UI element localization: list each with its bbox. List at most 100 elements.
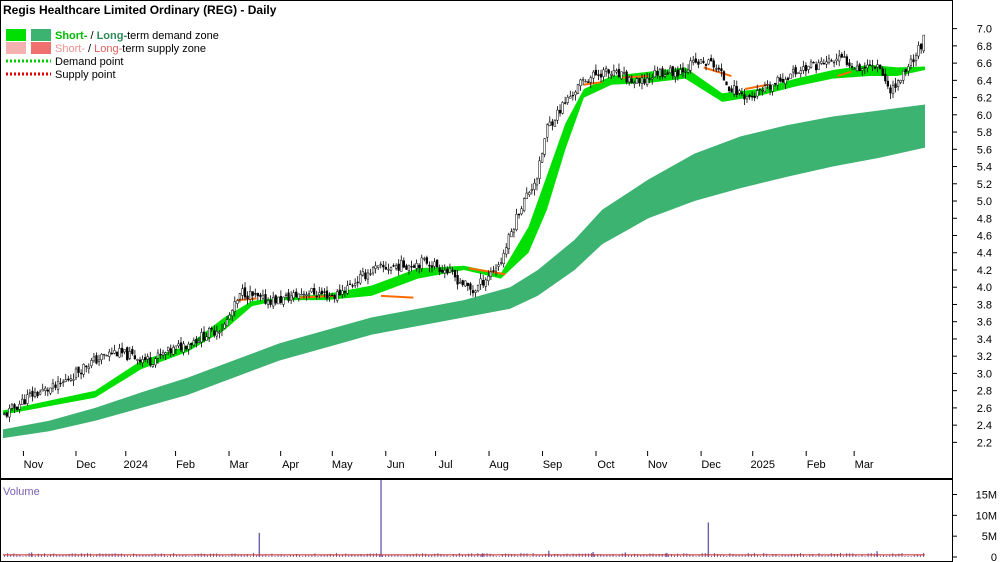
x-tick-label: Feb xyxy=(807,459,826,471)
candle xyxy=(346,280,349,295)
candle xyxy=(615,68,618,75)
y-tick-label: 6.8 xyxy=(977,41,992,53)
candle xyxy=(284,292,288,299)
candle xyxy=(871,59,874,71)
candle xyxy=(466,282,469,291)
candle xyxy=(827,54,831,65)
candle xyxy=(282,296,285,308)
candle xyxy=(3,412,6,416)
candle xyxy=(389,266,393,275)
candle xyxy=(220,323,224,337)
volume-tick-label: 15M xyxy=(976,490,997,502)
candle xyxy=(82,363,85,378)
y-tick-label: 3.6 xyxy=(977,317,992,329)
candle xyxy=(561,101,564,115)
candle xyxy=(343,286,347,297)
candle xyxy=(789,73,792,79)
candle xyxy=(218,330,221,339)
candle xyxy=(697,59,700,69)
candle xyxy=(866,59,869,73)
x-tick-label: Jun xyxy=(387,459,405,471)
candle xyxy=(394,263,398,271)
candle xyxy=(85,365,88,373)
candle xyxy=(95,352,98,365)
candle xyxy=(643,74,646,86)
candle xyxy=(274,294,277,306)
candle xyxy=(256,292,259,301)
candle xyxy=(133,349,137,361)
y-tick-label: 2.2 xyxy=(977,437,992,449)
candle xyxy=(13,402,16,414)
candle xyxy=(507,232,510,254)
candle xyxy=(172,344,175,356)
candle xyxy=(689,57,692,74)
candle xyxy=(740,87,744,97)
candle xyxy=(36,390,39,399)
candle xyxy=(146,353,149,364)
candle xyxy=(474,289,477,298)
candle xyxy=(912,54,915,68)
candle xyxy=(651,73,654,85)
candle xyxy=(400,255,403,272)
candle xyxy=(64,374,67,383)
y-tick-label: 4.0 xyxy=(977,282,992,294)
x-tick-label: May xyxy=(332,459,353,471)
candle xyxy=(776,75,779,90)
legend-supply-point: Supply point xyxy=(55,69,116,81)
candle xyxy=(676,66,680,81)
y-tick-label: 6.4 xyxy=(977,75,992,87)
long-term-demand-zone xyxy=(3,104,925,439)
candle xyxy=(546,123,549,143)
candle xyxy=(533,178,536,196)
candle xyxy=(182,341,185,356)
volume-panel-frame xyxy=(0,479,953,562)
candle xyxy=(779,73,782,83)
y-tick-label: 4.8 xyxy=(977,213,992,225)
y-tick-label: 3.4 xyxy=(977,334,992,346)
candle xyxy=(512,228,516,238)
candle xyxy=(402,257,405,269)
candle xyxy=(725,81,728,86)
candle xyxy=(876,59,879,73)
candle xyxy=(630,75,633,84)
candle xyxy=(187,341,190,355)
candle xyxy=(484,277,487,292)
candle xyxy=(576,83,580,95)
candle xyxy=(499,257,503,266)
candle xyxy=(192,337,195,347)
candle xyxy=(72,373,75,387)
candle xyxy=(92,353,96,363)
candle xyxy=(433,258,436,270)
candle xyxy=(753,92,756,102)
candle xyxy=(364,269,367,282)
candle xyxy=(784,76,787,90)
x-tick-label: Mar xyxy=(230,459,249,471)
price-panel-frame xyxy=(0,0,953,479)
candle xyxy=(305,291,308,301)
candle xyxy=(638,78,641,87)
candle xyxy=(855,60,859,72)
candle xyxy=(336,289,339,303)
candle xyxy=(907,63,910,76)
candle xyxy=(738,88,741,96)
candle xyxy=(62,379,65,387)
candle xyxy=(628,75,631,86)
candle xyxy=(894,77,897,93)
volume-label: Volume xyxy=(3,486,40,498)
candle xyxy=(686,64,690,75)
candle xyxy=(131,345,134,356)
supply-segment-6 xyxy=(703,66,732,77)
candle xyxy=(584,79,587,83)
candle xyxy=(154,357,157,368)
candle xyxy=(692,55,695,66)
candle xyxy=(556,106,559,124)
candle xyxy=(428,261,431,273)
candle xyxy=(914,52,918,67)
candle xyxy=(141,355,144,368)
candle xyxy=(338,284,341,296)
candle xyxy=(41,383,44,392)
candle xyxy=(103,353,106,360)
candle xyxy=(886,75,890,90)
candle xyxy=(587,79,590,83)
candle xyxy=(254,288,257,298)
